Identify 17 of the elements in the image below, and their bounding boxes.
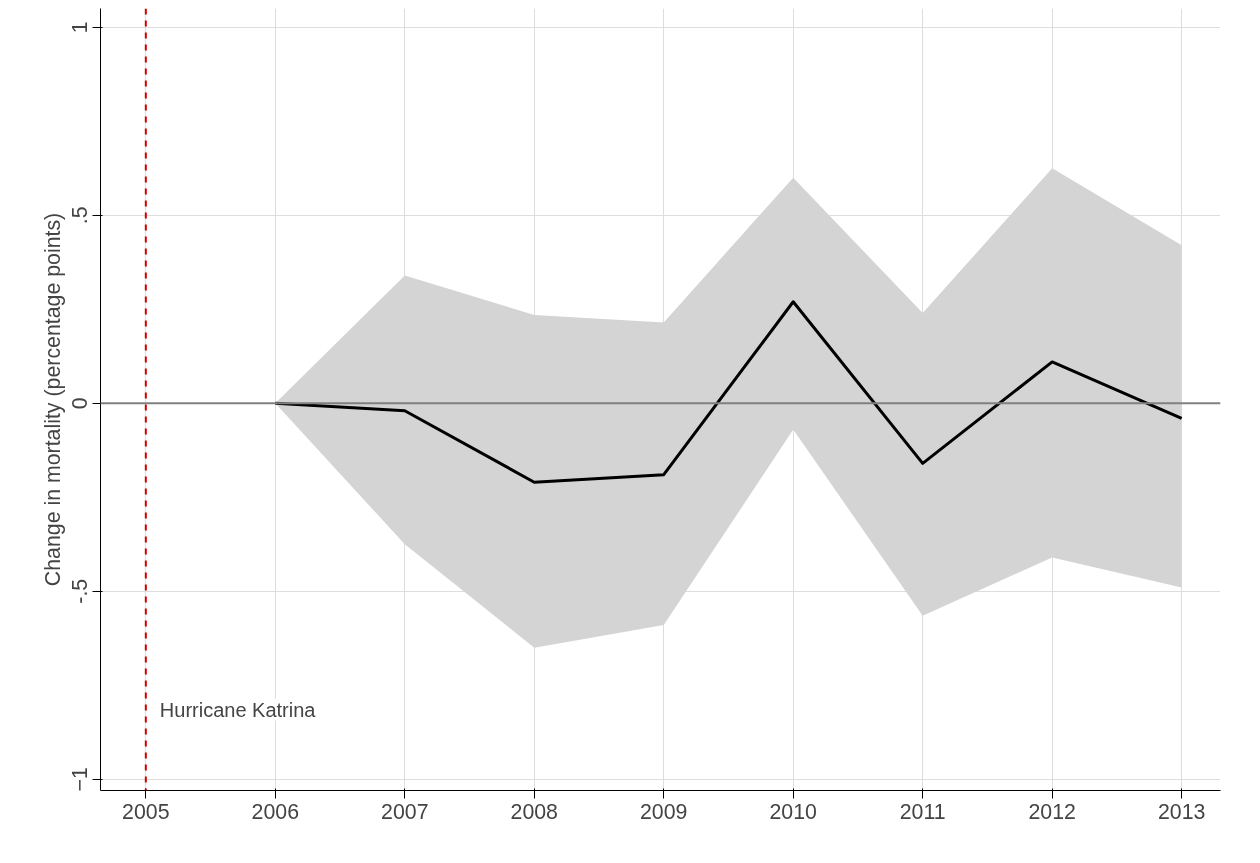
x-tick-label: 2005 <box>122 799 170 824</box>
x-tick-label: 2009 <box>640 799 688 824</box>
y-tick-label: −1 <box>68 767 93 792</box>
x-tick-label: 2012 <box>1028 799 1076 824</box>
y-tick-label: .5 <box>68 206 93 225</box>
x-tick-label: 2007 <box>381 799 429 824</box>
y-tick-label: 1 <box>68 21 93 34</box>
x-tick-label: 2008 <box>510 799 558 824</box>
x-tick-label: 2013 <box>1157 799 1206 824</box>
y-axis-title: Change in mortality (percentage points) <box>40 212 65 587</box>
ref-line-label: Hurricane Katrina <box>159 698 317 721</box>
x-tick-label: 2011 <box>899 799 946 824</box>
line-series <box>273 300 1184 484</box>
y-tick-label: 0 <box>68 397 93 410</box>
y-tick-label: -.5 <box>68 578 93 604</box>
x-tick-label: 2006 <box>251 799 300 824</box>
x-tick-label: 2010 <box>769 799 818 824</box>
